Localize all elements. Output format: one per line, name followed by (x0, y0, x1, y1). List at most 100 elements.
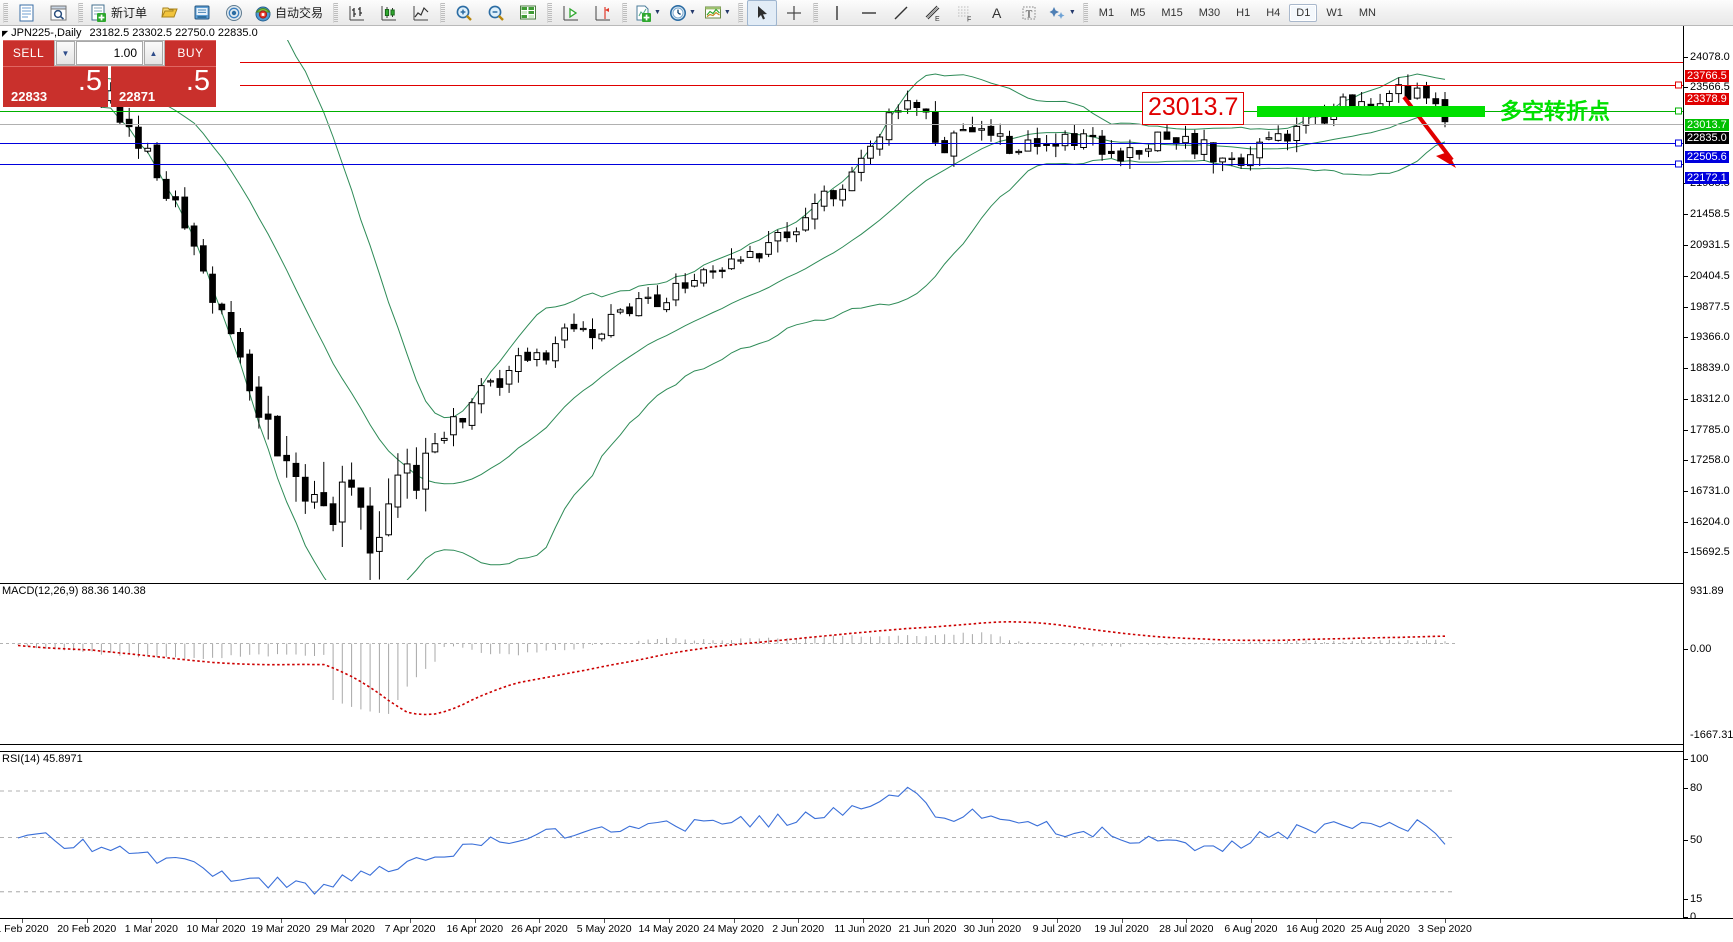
timeframe-m1[interactable]: M1 (1098, 6, 1115, 19)
price-level-badge[interactable]: 23013.7 (1685, 119, 1729, 131)
price-axis-label: 17258.0 (1690, 454, 1730, 466)
horizontal-line-icon[interactable] (854, 0, 884, 26)
autotrading-button-label: 自动交易 (275, 6, 324, 20)
date-axis-tick (410, 919, 412, 923)
line-chart-icon[interactable] (406, 0, 436, 26)
signals-icon[interactable] (219, 0, 249, 26)
timeframe-m30[interactable]: M30 (1198, 6, 1221, 19)
toolbar-separator (333, 2, 339, 23)
equidistant-channel-icon[interactable]: E (918, 0, 948, 26)
zoom-out-icon[interactable] (481, 0, 511, 26)
new-order-button[interactable]: 新订单 (87, 0, 153, 26)
macd-indicator-pane[interactable]: MACD(12,26,9) 88.36 140.38 (0, 583, 1683, 745)
price-callout-annotation[interactable]: 23013.7 (1142, 92, 1245, 125)
price-chart-pane[interactable] (0, 40, 1683, 580)
date-axis-tick (1380, 919, 1382, 923)
date-axis-tick (862, 919, 864, 923)
price-level-badge[interactable]: 23766.5 (1685, 70, 1729, 82)
trend-reversal-note[interactable]: 多空转折点 (1500, 100, 1611, 125)
mql5-community-icon[interactable] (155, 0, 185, 26)
chevron-down-icon[interactable]: ▼ (723, 9, 731, 16)
price-level-line[interactable] (0, 143, 1683, 144)
date-axis-tick (992, 919, 994, 923)
chart-expand-icon[interactable]: ◤ (2, 28, 9, 38)
volume-input[interactable]: 1.00 (76, 41, 143, 65)
price-line-handle[interactable] (1675, 160, 1682, 168)
chevron-down-icon[interactable]: ▼ (654, 9, 661, 16)
price-level-line[interactable] (0, 164, 1683, 165)
toolbar-separator (3, 2, 8, 23)
crosshair-icon[interactable] (779, 0, 809, 26)
volume-stepper[interactable]: ▼ 1.00 ▲ (54, 40, 165, 66)
price-level-line[interactable] (240, 85, 1683, 86)
price-line-handle[interactable] (1675, 81, 1682, 89)
timeframe-d1[interactable]: D1 (1289, 3, 1318, 22)
chevron-down-icon[interactable]: ▼ (688, 9, 696, 16)
price-line-handle[interactable] (1675, 107, 1682, 115)
pivot-zone-highlight[interactable] (1257, 106, 1485, 117)
price-axis-tick (1684, 368, 1688, 369)
indicators-icon[interactable]: ▼ (631, 0, 664, 26)
volume-decrease-button[interactable]: ▼ (56, 41, 75, 65)
vertical-line-icon[interactable] (822, 0, 852, 26)
timeframe-m15[interactable]: M15 (1161, 6, 1183, 19)
date-axis-tick (539, 919, 541, 923)
buy-button[interactable]: BUY (165, 40, 216, 66)
sell-price-integer: 22833 (11, 89, 48, 104)
date-axis-label: 6 Aug 2020 (1224, 923, 1278, 935)
timeframe-w1[interactable]: W1 (1326, 6, 1343, 19)
price-axis-tick (1684, 552, 1688, 553)
timeframe-h4[interactable]: H4 (1266, 6, 1281, 19)
bar-chart-icon[interactable] (342, 0, 372, 26)
chevron-down-icon[interactable]: ▼ (1068, 9, 1076, 16)
date-axis-label: 5 May 2020 (576, 923, 632, 935)
one-click-trading-panel[interactable]: SELL ▼ 1.00 ▲ BUY 22833 .5 22871 .5 (3, 40, 216, 107)
cursor-icon[interactable] (746, 0, 777, 26)
period-icon[interactable]: ▼ (666, 0, 699, 26)
templates-icon[interactable]: ▼ (701, 0, 734, 26)
text-icon[interactable]: A (982, 0, 1012, 26)
candlestick-chart-icon[interactable] (374, 0, 404, 26)
zoom-in-icon[interactable] (449, 0, 479, 26)
price-level-line[interactable] (240, 62, 1683, 63)
toolbar-separator (547, 2, 553, 23)
volume-increase-button[interactable]: ▲ (144, 41, 163, 65)
new-chart-icon[interactable] (12, 0, 42, 26)
chart-shift-icon[interactable] (588, 0, 618, 26)
price-level-badge[interactable]: 22172.1 (1685, 172, 1729, 184)
price-level-badge[interactable]: 23378.9 (1685, 93, 1729, 105)
price-axis-tick (1684, 460, 1688, 461)
rsi-axis-label: 80 (1690, 782, 1703, 794)
sell-button[interactable]: SELL (3, 40, 54, 66)
buy-price-display[interactable]: 22871 .5 (111, 65, 216, 107)
terminal-icon[interactable] (187, 0, 217, 26)
rsi-indicator-pane[interactable]: RSI(14) 45.8971 (0, 751, 1683, 920)
auto-scroll-icon[interactable] (556, 0, 586, 26)
price-axis[interactable]: 24078.023566.521985.521458.520931.520404… (1683, 26, 1733, 923)
date-axis[interactable]: 1 Feb 2020 20 Feb 2020 1 Mar 2020 10 Mar 20… (0, 918, 1733, 942)
rsi-axis-tick (1684, 759, 1688, 760)
timeframe-h1[interactable]: H1 (1236, 6, 1251, 19)
date-axis-label: 20 Feb 2020 (57, 923, 117, 935)
trendline-icon[interactable] (886, 0, 916, 26)
price-level-badge[interactable]: 22505.6 (1685, 151, 1729, 163)
data-window-icon[interactable] (513, 0, 543, 26)
timeframe-mn[interactable]: MN (1358, 6, 1376, 19)
autotrading-button[interactable]: 自动交易 (251, 0, 329, 26)
price-level-line[interactable] (0, 124, 1683, 125)
fibonacci-icon[interactable]: F (950, 0, 980, 26)
price-level-badge[interactable]: 22835.0 (1685, 132, 1729, 144)
svg-text:F: F (967, 16, 971, 22)
price-axis-label: 16204.0 (1690, 516, 1730, 528)
shapes-icon[interactable]: ▼ (1046, 0, 1079, 26)
market-watch-icon[interactable] (44, 0, 74, 26)
sell-price-display[interactable]: 22833 .5 (3, 65, 108, 107)
price-level-line[interactable] (0, 111, 1683, 112)
timeframe-m5[interactable]: M5 (1130, 6, 1146, 19)
price-axis-label: 18312.0 (1690, 393, 1730, 405)
date-axis-label: 7 Apr 2020 (384, 923, 436, 935)
price-axis-label: 18839.0 (1690, 362, 1730, 374)
date-axis-label: 30 Jun 2020 (963, 923, 1022, 935)
price-line-handle[interactable] (1675, 139, 1682, 147)
text-label-icon[interactable]: T (1014, 0, 1044, 26)
